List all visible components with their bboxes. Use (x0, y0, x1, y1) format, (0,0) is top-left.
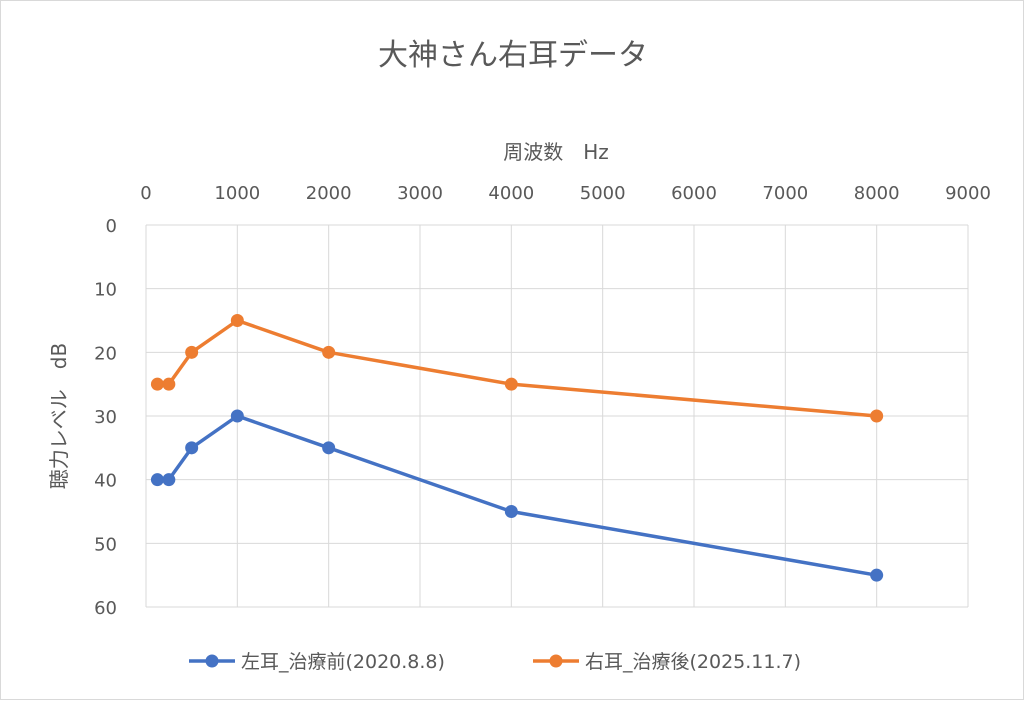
series-line-1 (157, 318, 877, 418)
data-point (504, 505, 518, 518)
chart-title: 大神さん右耳データ (378, 38, 648, 73)
y-tick-label: 60 (94, 598, 117, 619)
data-point (185, 441, 199, 455)
y-axis-label: 聴力レベル dB (47, 343, 71, 489)
x-tick-label: 3000 (397, 183, 443, 204)
x-tick-label: 1000 (214, 183, 260, 204)
series-line-0 (157, 414, 877, 577)
y-tick-label: 10 (94, 280, 117, 301)
y-tick-label: 20 (94, 343, 117, 364)
y-tick-label: 0 (106, 216, 117, 237)
x-tick-label: 2000 (306, 183, 352, 204)
x-tick-label: 0 (140, 183, 151, 204)
data-point (162, 473, 176, 487)
data-point (322, 345, 336, 359)
x-tick-label: 6000 (671, 183, 717, 204)
data-point (870, 409, 884, 423)
x-tick-label: 7000 (762, 183, 808, 204)
y-tick-label: 40 (94, 471, 117, 492)
data-point (150, 377, 164, 391)
x-tick-label: 9000 (945, 183, 991, 204)
legend-label-0: 左耳_治療前(2020.8.8) (241, 651, 445, 673)
data-point (504, 377, 518, 391)
legend-label-1: 右耳_治療後(2025.11.7) (585, 651, 801, 673)
legend-marker-1 (549, 654, 563, 668)
y-tick-label: 50 (94, 534, 117, 555)
x-axis-label: 周波数 Hz (503, 140, 609, 164)
data-point (185, 345, 199, 359)
x-tick-label: 8000 (854, 183, 900, 204)
x-tick-label: 4000 (488, 183, 534, 204)
data-point (230, 409, 244, 423)
data-point (230, 314, 244, 327)
x-tick-label: 5000 (580, 183, 626, 204)
data-point (870, 568, 884, 582)
data-point (162, 377, 176, 391)
legend-marker-0 (205, 654, 219, 668)
y-tick-label: 30 (94, 407, 117, 428)
data-point (322, 441, 336, 455)
data-point (150, 473, 164, 487)
